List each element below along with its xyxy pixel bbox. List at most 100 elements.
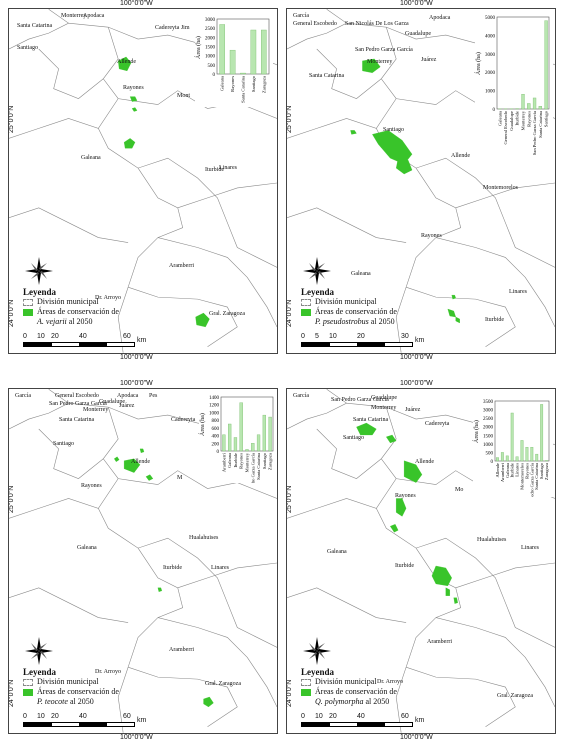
legend-municipal-label: División municipal [37, 297, 99, 306]
y-tick-label: 3000 [205, 18, 216, 23]
category-label: Santa Catarina [256, 453, 261, 480]
y-tick-label: 1400 [209, 396, 220, 401]
bar [233, 437, 238, 452]
place-label: Santiago [383, 127, 404, 133]
area-bar-chart: 0 1000 2000 3000 4000 5000 Galeana General Esco… [475, 13, 553, 163]
municipal-boundary [316, 48, 382, 99]
conservation-area [195, 312, 210, 328]
legend-conservation-label: Áreas de conservación de [315, 307, 397, 316]
north-arrow-icon [25, 637, 53, 665]
conservation-area [455, 316, 460, 324]
place-label: Dr. Arroyo [95, 669, 121, 675]
scale-label: 0 [301, 333, 305, 340]
bottom-tick-left: 100°0'0"W [120, 354, 153, 361]
category-label: Aramberri [221, 452, 226, 472]
place-label: Linares [219, 165, 237, 171]
bar [545, 460, 548, 462]
scale-bar-graphic [23, 722, 135, 727]
conservation-swatch [301, 308, 311, 316]
municipal-boundary [117, 167, 184, 353]
legend-row-municipal: División municipal [23, 677, 119, 687]
y-tick-label: 200 [212, 442, 220, 447]
scale-label: 20 [51, 713, 59, 720]
category-label: Galeana [505, 463, 510, 478]
category-label: Rayones [230, 76, 235, 92]
y-tick-label: 600 [212, 427, 220, 432]
scale-unit: km [137, 717, 147, 724]
place-label: Juárez [119, 403, 135, 409]
y-tick-label: 2000 [483, 426, 494, 431]
place-label: Santiago [17, 45, 38, 51]
place-label: Iturbide [395, 563, 414, 569]
legend-row-municipal: División municipal [23, 297, 119, 307]
place-label: Galeana [351, 271, 371, 277]
category-label: Rayones [526, 111, 531, 127]
category-label: San Pedro Garza García [532, 111, 537, 155]
y-tick-label: 1000 [485, 90, 496, 95]
place-label: Dr. Arroyo [95, 295, 121, 301]
conservation-area [386, 434, 397, 444]
scale-label: 5 [315, 333, 319, 340]
place-label: Iturbide [163, 565, 182, 571]
place-label: Galeana [81, 155, 101, 161]
place-label: Allende [117, 59, 136, 65]
place-label: Allende [131, 459, 150, 465]
conservation-area [447, 308, 456, 318]
place-label: Santiago [343, 435, 364, 441]
bar [228, 423, 232, 452]
place-label: Santa Catarina [309, 73, 345, 79]
scale-label: 40 [357, 713, 365, 720]
place-label: Hualahuises [477, 537, 507, 543]
map-panel-p-pseudostrobus: 25°0'0"N 24°0'0"N García General Escobedo Sa… [286, 8, 556, 354]
bar [532, 97, 537, 110]
y-tick-label: 5000 [485, 16, 496, 21]
legend-municipal-label: División municipal [315, 297, 377, 306]
year-suffix: al 2050 [66, 317, 93, 326]
place-label: Gral. Zaragoza [205, 681, 241, 687]
latitude-tick: 24°0'0"N [8, 299, 15, 327]
municipal-boundary [435, 617, 555, 708]
scale-unit: km [415, 337, 425, 344]
category-label: Zaragoza [544, 463, 549, 480]
place-label: Cadereyta [171, 417, 196, 423]
map-panel-q-polymorpha: 25°0'0"N 24°0'0"N García San Pedro Garza Ga… [286, 388, 556, 734]
municipal-boundary [98, 128, 277, 268]
category-label: Iturbide [233, 453, 238, 468]
species-name: Q. polymorpha [315, 697, 364, 706]
municipal-boundary [287, 98, 397, 139]
scale-label: 40 [79, 333, 87, 340]
place-label: Monterrey [83, 407, 109, 413]
place-label: Iturbide [205, 167, 224, 173]
municipal-boundary [9, 207, 129, 243]
conservation-area [118, 56, 132, 71]
category-label: Santa Catarina [241, 76, 246, 103]
conservation-area [350, 130, 357, 135]
category-label: Galeana [497, 111, 502, 126]
place-label: Linares [509, 289, 527, 295]
y-tick-label: 3000 [485, 53, 496, 58]
scale-label: 10 [329, 333, 337, 340]
y-tick-label: 0 [491, 460, 494, 465]
legend-conservation-label: Áreas de conservación de [37, 307, 119, 316]
y-axis-label: Área (ha) [200, 413, 206, 436]
y-tick-label: 800 [212, 419, 220, 424]
scale-bar: 0 10 20 40 60 km [23, 333, 148, 347]
map-legend: Leyenda División municipal Áreas de conser… [301, 287, 397, 327]
conservation-area [114, 456, 120, 462]
bar [229, 49, 236, 75]
place-label: García [293, 393, 309, 399]
top-tick-left: 100°0'0"W [120, 0, 153, 7]
bar [540, 404, 544, 462]
municipal-boundary [435, 237, 555, 328]
bar [268, 416, 272, 452]
y-tick-label: 1000 [209, 411, 220, 416]
category-label: Galeana [220, 76, 225, 91]
bar [520, 440, 524, 462]
place-label: Cadereyta [425, 421, 450, 427]
municipal-boundary [9, 9, 70, 50]
place-label: Linares [211, 565, 229, 571]
municipal-boundary [455, 182, 555, 209]
conservation-area [453, 597, 458, 604]
conservation-area [145, 474, 154, 481]
bar [239, 402, 243, 452]
